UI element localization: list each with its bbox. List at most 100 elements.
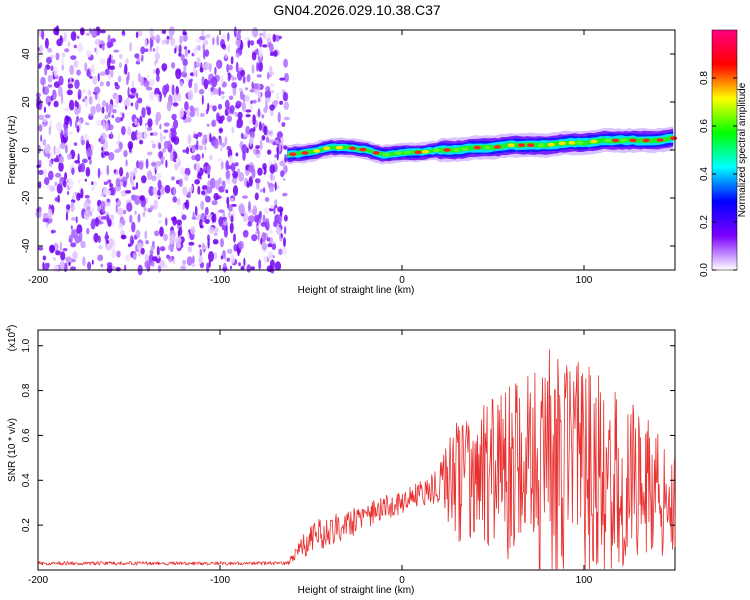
noise-speckle xyxy=(44,37,49,49)
noise-speckle xyxy=(43,168,47,178)
noise-speckle xyxy=(143,206,147,212)
noise-speckle xyxy=(80,240,86,249)
noise-speckle xyxy=(62,248,68,252)
noise-speckle xyxy=(47,47,53,53)
noise-speckle xyxy=(183,64,187,74)
colorbar-gradient xyxy=(712,30,737,270)
noise-speckle xyxy=(176,219,183,226)
noise-speckle xyxy=(152,48,156,52)
noise-speckle xyxy=(73,44,77,49)
noise-speckle xyxy=(39,62,43,68)
noise-speckle xyxy=(235,52,240,58)
noise-speckle xyxy=(111,248,116,259)
noise-speckle xyxy=(156,245,160,257)
noise-speckle xyxy=(282,244,287,256)
noise-speckle xyxy=(144,253,149,262)
noise-speckle xyxy=(48,161,53,167)
noise-speckle xyxy=(154,230,160,237)
noise-speckle xyxy=(56,183,63,194)
noise-speckle xyxy=(205,108,209,115)
noise-speckle xyxy=(82,98,85,103)
noise-speckle xyxy=(125,254,131,262)
noise-speckle xyxy=(217,60,222,69)
noise-speckle xyxy=(199,35,206,41)
noise-speckle xyxy=(161,29,167,34)
noise-speckle xyxy=(252,27,259,38)
noise-speckle xyxy=(204,145,207,151)
noise-speckle xyxy=(209,177,216,189)
noise-speckle xyxy=(256,225,259,230)
noise-speckle xyxy=(79,119,82,131)
noise-speckle xyxy=(175,68,182,80)
snr-y-tick-label: 0.6 xyxy=(21,428,32,442)
noise-speckle xyxy=(258,259,262,270)
noise-speckle xyxy=(122,209,127,215)
snr-series-line xyxy=(37,349,676,570)
noise-speckle xyxy=(137,30,143,37)
noise-speckle xyxy=(82,158,88,164)
noise-speckle xyxy=(62,52,66,58)
noise-speckle xyxy=(59,35,63,41)
noise-speckle xyxy=(44,177,50,186)
noise-speckle xyxy=(169,234,176,246)
noise-speckle xyxy=(219,91,225,95)
noise-speckle xyxy=(245,87,248,91)
noise-speckle xyxy=(120,219,126,225)
noise-speckle xyxy=(120,178,125,183)
noise-speckle xyxy=(67,41,71,48)
noise-speckle xyxy=(163,129,169,133)
noise-speckle xyxy=(153,194,160,198)
noise-speckle xyxy=(238,240,244,250)
noise-speckle xyxy=(220,75,224,85)
snr-x-tick-label: -100 xyxy=(210,575,230,586)
noise-speckle xyxy=(38,246,44,251)
noise-speckle xyxy=(135,31,139,39)
noise-speckle xyxy=(106,214,110,224)
spectrogram-y-label: Frequency (Hz) xyxy=(7,116,18,185)
noise-speckle xyxy=(200,200,205,211)
noise-speckle xyxy=(230,56,234,65)
noise-speckle xyxy=(51,229,54,234)
noise-speckle xyxy=(84,98,89,108)
noise-speckle xyxy=(190,185,193,192)
noise-speckle xyxy=(136,92,139,99)
noise-speckle xyxy=(195,62,201,68)
noise-speckle xyxy=(96,119,102,127)
noise-speckle xyxy=(151,35,156,41)
noise-speckle xyxy=(117,207,124,216)
ridge-hotspot xyxy=(359,147,367,152)
noise-speckle xyxy=(208,226,215,234)
noise-speckle xyxy=(117,199,121,208)
noise-speckle xyxy=(273,206,276,215)
noise-speckle xyxy=(158,151,163,159)
noise-speckle xyxy=(174,47,177,54)
noise-speckle xyxy=(73,60,79,68)
noise-speckle xyxy=(84,122,90,126)
noise-speckle xyxy=(74,120,78,129)
noise-speckle xyxy=(171,135,176,143)
noise-speckle xyxy=(253,215,260,223)
noise-speckle xyxy=(170,150,174,162)
ridge-hotspot xyxy=(473,145,481,150)
noise-speckle xyxy=(139,115,143,126)
noise-speckle xyxy=(99,58,106,65)
noise-speckle xyxy=(165,159,168,168)
noise-speckle xyxy=(55,172,62,178)
noise-speckle xyxy=(218,216,224,227)
noise-speckle xyxy=(258,47,263,58)
noise-speckle xyxy=(179,80,184,87)
noise-speckle xyxy=(182,31,188,36)
noise-speckle xyxy=(258,32,264,37)
noise-speckle xyxy=(248,215,255,223)
noise-speckle xyxy=(108,152,115,161)
spectrogram-x-tick-label: -200 xyxy=(28,275,48,286)
noise-speckle xyxy=(201,30,205,37)
noise-speckle xyxy=(227,248,233,254)
noise-speckle xyxy=(124,63,128,75)
noise-speckle xyxy=(155,34,161,44)
noise-speckle xyxy=(242,211,248,223)
noise-speckle xyxy=(77,89,82,100)
noise-speckle xyxy=(184,101,189,111)
noise-speckle xyxy=(104,68,110,76)
